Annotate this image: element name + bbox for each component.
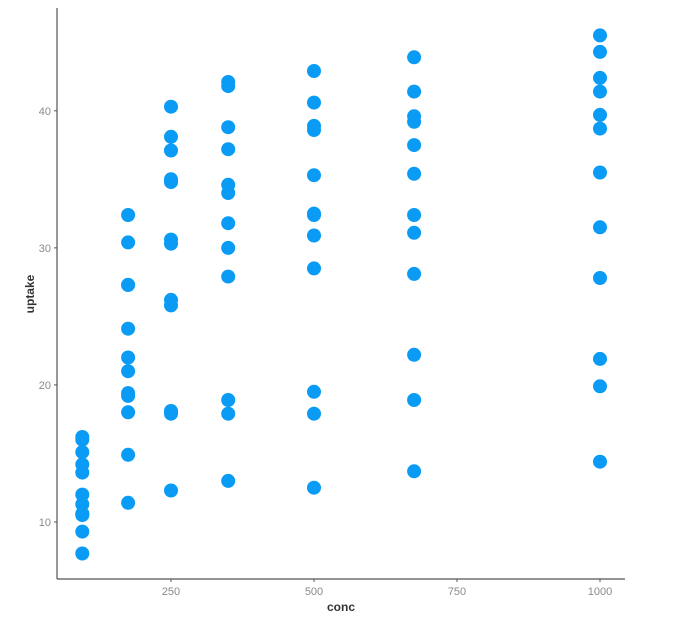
data-point	[407, 166, 422, 181]
data-point	[164, 292, 178, 307]
data-point	[221, 240, 236, 255]
data-point	[221, 142, 236, 157]
data-point	[75, 497, 90, 512]
x-tick-label: 250	[162, 586, 180, 598]
data-point	[121, 235, 136, 250]
data-point	[593, 121, 607, 136]
data-point	[121, 350, 136, 365]
data-point	[221, 406, 236, 421]
y-tick-label: 30	[39, 243, 51, 255]
data-point	[593, 351, 607, 366]
data-point	[164, 99, 178, 114]
data-point	[121, 277, 136, 292]
data-point	[407, 50, 422, 65]
data-point	[307, 208, 321, 222]
data-point	[407, 138, 422, 153]
data-point	[407, 109, 422, 124]
data-point	[407, 347, 422, 362]
y-axis-ticks: 10 20 30 40	[39, 106, 57, 529]
data-point	[307, 480, 321, 495]
data-point	[121, 364, 136, 379]
data-point	[121, 388, 136, 403]
data-point	[164, 172, 178, 187]
data-point	[593, 70, 607, 85]
data-point	[75, 457, 90, 472]
data-point	[121, 447, 136, 462]
data-point	[593, 107, 607, 122]
data-point	[407, 208, 422, 222]
data-point	[593, 28, 607, 43]
data-point	[75, 430, 90, 444]
x-tick-label: 500	[305, 586, 323, 598]
data-point	[221, 216, 236, 231]
data-point	[593, 379, 607, 394]
data-point	[593, 165, 607, 180]
data-point	[164, 404, 178, 418]
y-tick-label: 40	[39, 106, 51, 118]
data-point	[121, 405, 136, 420]
data-point	[307, 64, 321, 78]
data-point	[121, 208, 136, 222]
data-point	[221, 75, 236, 89]
data-point	[75, 445, 90, 460]
data-point	[121, 321, 136, 336]
data-point	[407, 393, 422, 407]
data-point	[221, 473, 236, 488]
data-point	[407, 84, 422, 99]
data-point	[75, 524, 90, 539]
data-point	[221, 269, 236, 284]
data-point	[221, 120, 236, 135]
data-point	[307, 261, 321, 276]
y-tick-label: 20	[39, 380, 51, 392]
data-point	[75, 546, 90, 561]
data-point	[164, 483, 178, 498]
y-tick-label: 10	[39, 517, 51, 529]
data-point	[593, 454, 607, 469]
data-point	[307, 168, 321, 183]
data-point	[221, 393, 236, 407]
data-point	[164, 232, 178, 247]
data-point	[307, 95, 321, 110]
data-point	[121, 495, 136, 510]
data-point	[593, 44, 607, 59]
data-point	[307, 406, 321, 421]
data-point	[407, 225, 422, 240]
data-point	[307, 384, 321, 399]
data-point	[307, 123, 321, 137]
x-tick-label: 1000	[588, 586, 612, 598]
data-point	[593, 271, 607, 285]
data-point	[593, 220, 607, 235]
data-points	[75, 28, 607, 561]
x-axis-title: conc	[327, 600, 355, 614]
data-point	[75, 487, 90, 502]
data-point	[593, 84, 607, 99]
data-point	[221, 186, 236, 200]
x-tick-label: 750	[448, 586, 466, 598]
y-axis-title: uptake	[23, 274, 37, 313]
data-point	[407, 266, 422, 281]
data-point	[164, 143, 178, 158]
data-point	[407, 464, 422, 479]
x-axis-ticks: 250 500 750 1000	[162, 579, 612, 598]
data-point	[164, 129, 178, 144]
data-point	[307, 228, 321, 243]
data-point	[75, 506, 90, 521]
